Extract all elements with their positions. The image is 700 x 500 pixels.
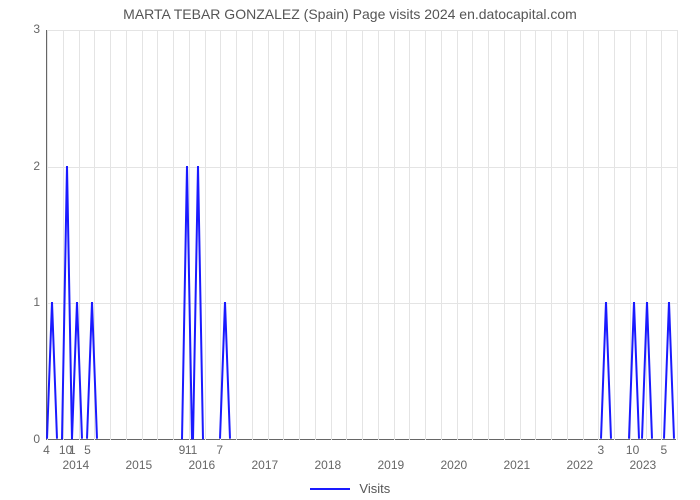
gridline-vertical <box>142 30 143 440</box>
xtick-minor-label: 5 <box>661 443 668 457</box>
xtick-year-label: 2023 <box>630 458 657 472</box>
data-spike <box>182 166 192 439</box>
gridline-vertical <box>583 30 584 440</box>
xtick-year-label: 2016 <box>189 458 216 472</box>
data-spike <box>193 166 203 439</box>
gridline-vertical <box>394 30 395 440</box>
gridline-vertical <box>535 30 536 440</box>
gridline-vertical <box>567 30 568 440</box>
chart-title: MARTA TEBAR GONZALEZ (Spain) Page visits… <box>0 6 700 22</box>
xtick-minor-label: 5 <box>84 443 91 457</box>
ytick-label: 2 <box>33 159 40 173</box>
gridline-vertical <box>157 30 158 440</box>
xtick-minor-label: 1 <box>69 443 76 457</box>
data-spike <box>601 302 611 439</box>
gridline-vertical <box>346 30 347 440</box>
gridline-vertical <box>315 30 316 440</box>
data-spike <box>642 302 652 439</box>
gridline-vertical <box>598 30 599 440</box>
xtick-minor-label: 11 <box>185 443 197 457</box>
gridline-vertical <box>110 30 111 440</box>
gridline-vertical <box>299 30 300 440</box>
xtick-year-label: 2020 <box>441 458 468 472</box>
xtick-year-label: 2021 <box>504 458 531 472</box>
xtick-year-label: 2014 <box>63 458 90 472</box>
gridline-vertical <box>252 30 253 440</box>
gridline-vertical <box>236 30 237 440</box>
xtick-year-label: 2018 <box>315 458 342 472</box>
gridline-vertical <box>205 30 206 440</box>
gridline-vertical <box>551 30 552 440</box>
gridline-vertical <box>661 30 662 440</box>
data-spike <box>72 302 82 439</box>
gridline-vertical <box>331 30 332 440</box>
gridline-vertical <box>520 30 521 440</box>
data-spike <box>664 302 674 439</box>
xtick-minor-label: 3 <box>598 443 605 457</box>
xtick-year-label: 2019 <box>378 458 405 472</box>
legend-label: Visits <box>359 481 390 496</box>
gridline-vertical <box>441 30 442 440</box>
gridline-vertical <box>504 30 505 440</box>
xtick-minor-label: 10 <box>626 443 639 457</box>
gridline-vertical <box>362 30 363 440</box>
ytick-label: 3 <box>33 22 40 36</box>
xtick-minor-label: 7 <box>216 443 223 457</box>
gridline-vertical <box>268 30 269 440</box>
gridline-vertical <box>425 30 426 440</box>
gridline-vertical <box>677 30 678 440</box>
xtick-year-label: 2022 <box>567 458 594 472</box>
ytick-label: 1 <box>33 295 40 309</box>
gridline-vertical <box>457 30 458 440</box>
gridline-vertical <box>126 30 127 440</box>
gridline-vertical <box>378 30 379 440</box>
plot-area <box>46 30 676 440</box>
xtick-minor-label: 4 <box>43 443 50 457</box>
gridline-vertical <box>614 30 615 440</box>
legend-swatch <box>310 488 350 490</box>
data-spike <box>220 302 230 439</box>
data-spike <box>629 302 639 439</box>
xtick-year-label: 2015 <box>126 458 153 472</box>
xtick-year-label: 2017 <box>252 458 279 472</box>
data-spike <box>47 302 57 439</box>
gridline-vertical <box>488 30 489 440</box>
gridline-vertical <box>283 30 284 440</box>
gridline-vertical <box>472 30 473 440</box>
legend: Visits <box>0 480 700 496</box>
gridline-vertical <box>173 30 174 440</box>
data-spike <box>87 302 97 439</box>
ytick-label: 0 <box>33 432 40 446</box>
gridline-vertical <box>409 30 410 440</box>
data-spike <box>62 166 72 439</box>
